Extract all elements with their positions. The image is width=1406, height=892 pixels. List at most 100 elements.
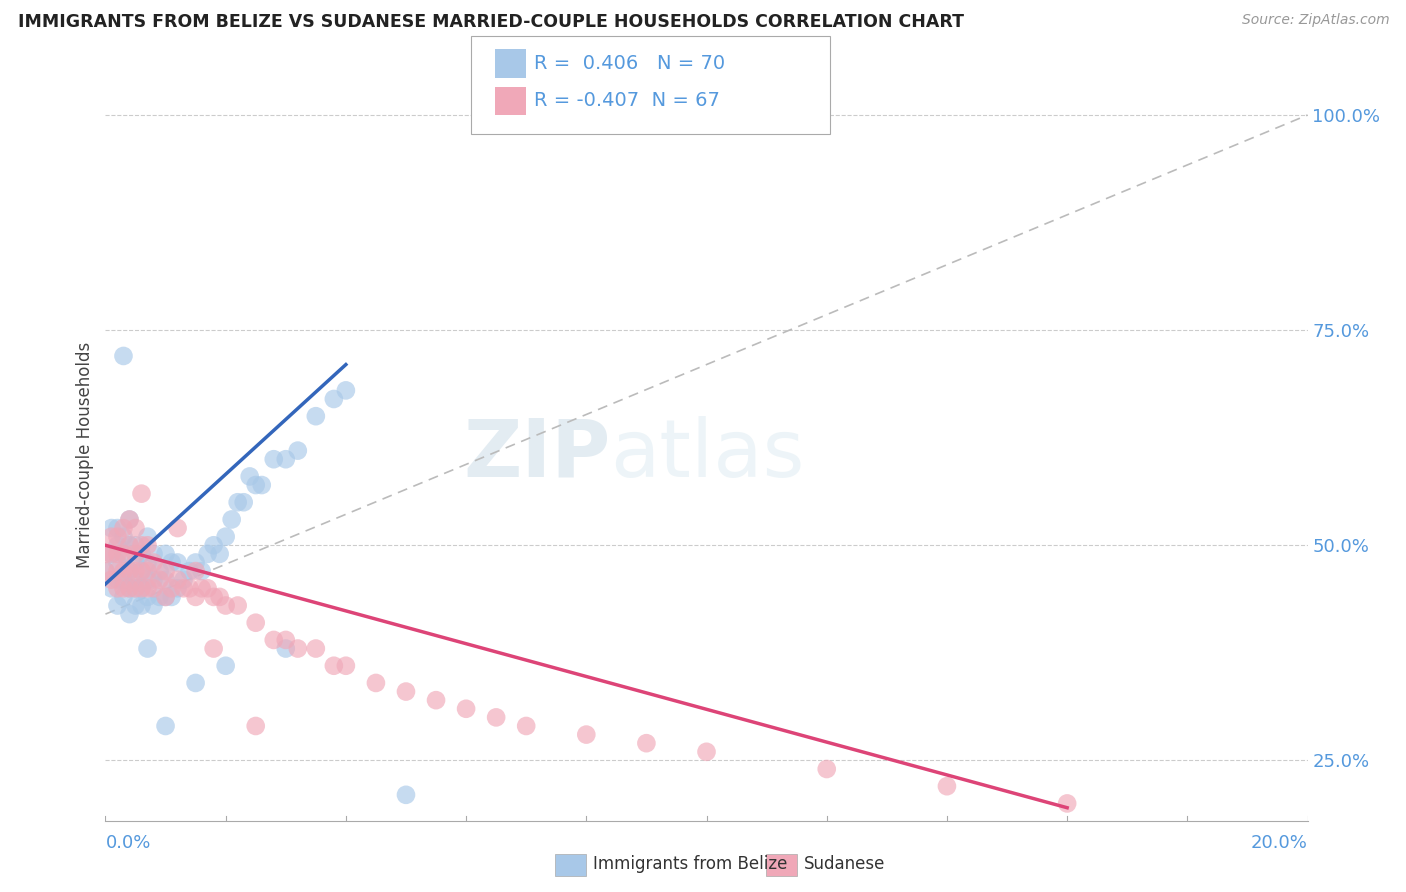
Text: R = -0.407  N = 67: R = -0.407 N = 67: [534, 91, 720, 111]
Point: [124, 573, 146, 587]
Point: [214, 658, 236, 673]
Point: [815, 762, 838, 776]
Point: [94, 547, 117, 561]
Point: [124, 564, 146, 578]
Point: [454, 702, 477, 716]
Point: [124, 556, 146, 570]
Point: [425, 693, 447, 707]
Point: [1056, 797, 1078, 811]
Point: [124, 599, 146, 613]
Point: [202, 590, 225, 604]
Point: [112, 547, 135, 561]
Point: [131, 538, 153, 552]
Point: [160, 556, 183, 570]
Point: [131, 564, 153, 578]
Point: [136, 556, 159, 570]
Point: [112, 582, 135, 596]
Point: [485, 710, 508, 724]
Y-axis label: Married-couple Households: Married-couple Households: [76, 342, 94, 568]
Point: [250, 478, 273, 492]
Point: [214, 530, 236, 544]
Point: [197, 582, 219, 596]
Point: [142, 599, 165, 613]
Point: [184, 564, 207, 578]
Point: [100, 547, 122, 561]
Point: [173, 573, 195, 587]
Point: [274, 632, 297, 647]
Point: [124, 521, 146, 535]
Point: [190, 582, 212, 596]
Point: [112, 590, 135, 604]
Point: [112, 547, 135, 561]
Point: [142, 547, 165, 561]
Point: [226, 599, 249, 613]
Point: [107, 599, 129, 613]
Point: [118, 512, 141, 526]
Point: [100, 521, 122, 535]
Point: [142, 582, 165, 596]
Point: [136, 530, 159, 544]
Point: [395, 684, 418, 698]
Point: [322, 658, 344, 673]
Point: [155, 719, 177, 733]
Point: [148, 564, 170, 578]
Point: [136, 582, 159, 596]
Point: [136, 538, 159, 552]
Point: [515, 719, 537, 733]
Point: [202, 641, 225, 656]
Text: R =  0.406   N = 70: R = 0.406 N = 70: [534, 54, 725, 73]
Text: IMMIGRANTS FROM BELIZE VS SUDANESE MARRIED-COUPLE HOUSEHOLDS CORRELATION CHART: IMMIGRANTS FROM BELIZE VS SUDANESE MARRI…: [18, 13, 965, 31]
Point: [575, 728, 598, 742]
Point: [184, 556, 207, 570]
Point: [118, 582, 141, 596]
Point: [936, 779, 959, 793]
Point: [274, 641, 297, 656]
Point: [124, 547, 146, 561]
Point: [245, 478, 267, 492]
Point: [335, 384, 357, 398]
Point: [155, 590, 177, 604]
Text: Immigrants from Belize: Immigrants from Belize: [593, 855, 787, 873]
Point: [131, 547, 153, 561]
Point: [287, 641, 309, 656]
Point: [696, 745, 718, 759]
Point: [335, 658, 357, 673]
Point: [239, 469, 262, 483]
Point: [112, 564, 135, 578]
Text: 0.0%: 0.0%: [105, 833, 150, 852]
Point: [118, 512, 141, 526]
Point: [166, 556, 188, 570]
Point: [322, 392, 344, 406]
Point: [118, 538, 141, 552]
Point: [131, 599, 153, 613]
Text: ZIP: ZIP: [463, 416, 610, 494]
Point: [112, 349, 135, 363]
Point: [112, 521, 135, 535]
Point: [100, 582, 122, 596]
Point: [160, 582, 183, 596]
Point: [226, 495, 249, 509]
Point: [124, 582, 146, 596]
Point: [94, 564, 117, 578]
Point: [136, 573, 159, 587]
Point: [107, 547, 129, 561]
Point: [107, 556, 129, 570]
Point: [166, 582, 188, 596]
Point: [395, 788, 418, 802]
Point: [118, 607, 141, 621]
Point: [112, 573, 135, 587]
Point: [100, 547, 122, 561]
Point: [118, 538, 141, 552]
Point: [364, 676, 387, 690]
Point: [221, 512, 243, 526]
Point: [208, 547, 231, 561]
Point: [245, 615, 267, 630]
Point: [142, 573, 165, 587]
Text: 20.0%: 20.0%: [1251, 833, 1308, 852]
Point: [100, 530, 122, 544]
Point: [155, 564, 177, 578]
Point: [155, 573, 177, 587]
Point: [197, 547, 219, 561]
Point: [107, 538, 129, 552]
Point: [107, 564, 129, 578]
